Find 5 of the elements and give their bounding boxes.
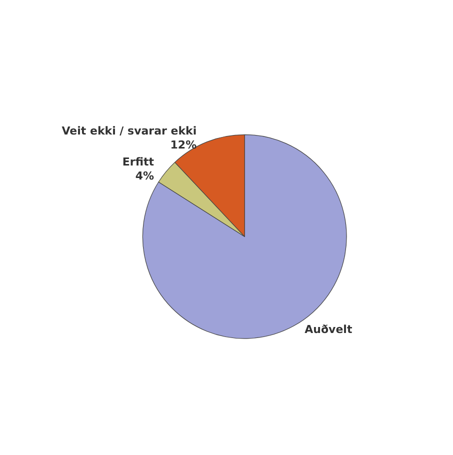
data-label: 4% (135, 170, 154, 183)
slice-label: Auðvelt (304, 322, 352, 336)
slice-label: Erfitt (122, 156, 154, 169)
data-label: 12% (170, 138, 197, 152)
slice-label: Veit ekki / svarar ekki (62, 124, 197, 138)
